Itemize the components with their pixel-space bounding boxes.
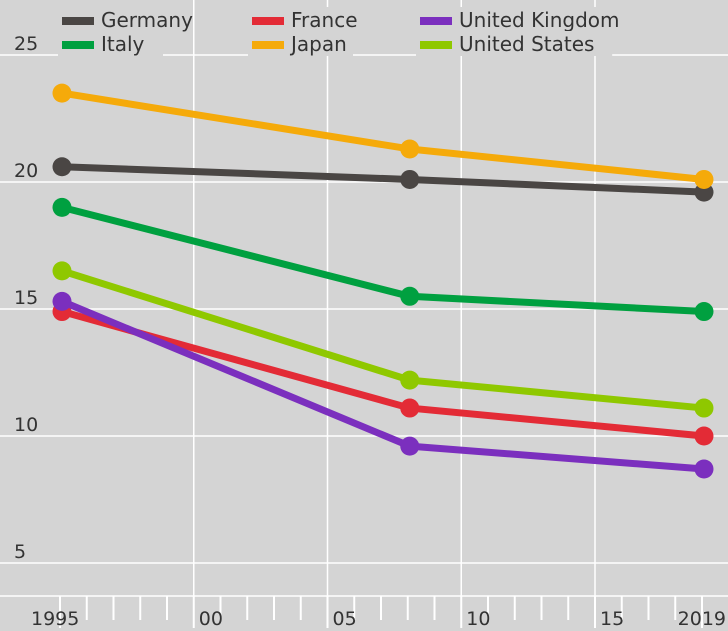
legend-swatch-italy	[62, 41, 94, 49]
legend-swatch-france	[252, 17, 284, 25]
legend-label-united-states: United States	[459, 32, 594, 56]
x-tick-label: 00	[199, 608, 223, 630]
legend-item-united-states: United States	[416, 31, 613, 56]
x-tick-label: 05	[333, 608, 357, 630]
data-point-united-states	[694, 398, 714, 418]
y-tick-label: 20	[14, 160, 38, 182]
data-point-united-kingdom	[400, 436, 420, 456]
series-lines	[52, 83, 714, 479]
data-point-germany	[400, 169, 420, 189]
x-tick-label: 10	[466, 608, 490, 630]
data-point-japan	[52, 83, 72, 103]
data-point-france	[694, 426, 714, 446]
legend-item-united-kingdom: United Kingdom	[416, 7, 624, 32]
x-tick-label: 15	[600, 608, 624, 630]
legend-item-france: France	[248, 7, 365, 32]
legend-item-italy: Italy	[58, 31, 163, 56]
legend-label-italy: Italy	[101, 32, 145, 56]
data-point-france	[400, 398, 420, 418]
data-point-united-kingdom	[694, 459, 714, 479]
legend-swatch-united-kingdom	[420, 17, 452, 25]
data-point-united-kingdom	[52, 291, 72, 311]
legend-label-united-kingdom: United Kingdom	[459, 8, 620, 32]
data-point-italy	[400, 286, 420, 306]
data-point-united-states	[400, 370, 420, 390]
legend-swatch-japan	[252, 41, 284, 49]
series-italy	[52, 197, 714, 322]
x-tick-label: 1995	[31, 608, 79, 630]
y-axis-tick-labels: 5 10 15 20 25	[14, 33, 38, 563]
y-tick-label: 25	[14, 33, 38, 55]
data-point-germany	[52, 157, 72, 177]
data-point-italy	[52, 197, 72, 217]
x-axis: 1995 00 05 10 15 2019	[0, 595, 728, 630]
y-tick-label: 15	[14, 287, 38, 309]
legend: Germany France United Kingdom Italy Japan Uni…	[58, 7, 624, 56]
series-united-kingdom	[52, 291, 714, 479]
data-point-united-states	[52, 261, 72, 281]
legend-label-germany: Germany	[101, 8, 193, 32]
y-tick-label: 10	[14, 414, 38, 436]
series-japan	[52, 83, 714, 189]
x-tick-label: 2019	[678, 608, 726, 630]
data-point-japan	[694, 169, 714, 189]
legend-item-japan: Japan	[248, 31, 353, 56]
legend-swatch-united-states	[420, 41, 452, 49]
legend-item-germany: Germany	[58, 7, 193, 32]
y-tick-label: 5	[14, 541, 26, 563]
series-united-states	[52, 261, 714, 418]
data-point-japan	[400, 139, 420, 159]
legend-label-japan: Japan	[289, 32, 347, 56]
legend-label-france: France	[291, 8, 358, 32]
legend-swatch-germany	[62, 17, 94, 25]
data-point-italy	[694, 302, 714, 322]
